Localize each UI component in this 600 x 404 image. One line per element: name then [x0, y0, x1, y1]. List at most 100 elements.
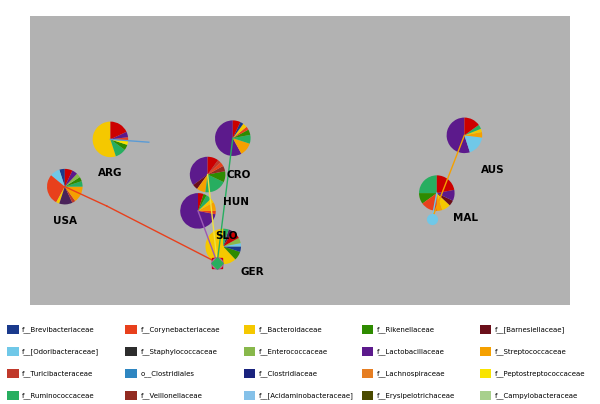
Bar: [480, 391, 491, 400]
Point: [212, 259, 222, 266]
Wedge shape: [223, 246, 241, 252]
Text: f__Streptococcaceae: f__Streptococcaceae: [495, 348, 567, 355]
Wedge shape: [205, 229, 235, 264]
Wedge shape: [110, 132, 128, 139]
Wedge shape: [437, 190, 455, 201]
Wedge shape: [59, 169, 65, 187]
Wedge shape: [223, 238, 241, 246]
Wedge shape: [223, 229, 229, 246]
Wedge shape: [208, 162, 223, 175]
Bar: [244, 368, 255, 378]
Text: f__Corynebacteriaceae: f__Corynebacteriaceae: [140, 326, 220, 333]
Wedge shape: [208, 160, 221, 175]
Bar: [362, 347, 373, 356]
Wedge shape: [215, 120, 241, 156]
Wedge shape: [65, 169, 73, 187]
Wedge shape: [198, 199, 214, 211]
Wedge shape: [464, 129, 482, 135]
Wedge shape: [419, 193, 437, 204]
Text: f__Clostridiaceae: f__Clostridiaceae: [259, 370, 317, 377]
Wedge shape: [198, 194, 206, 211]
Point: [212, 259, 222, 266]
Text: f__Lachnospiraceae: f__Lachnospiraceae: [377, 370, 445, 377]
Wedge shape: [223, 229, 233, 246]
Bar: [7, 325, 19, 334]
Wedge shape: [208, 166, 225, 175]
Text: AUS: AUS: [481, 165, 505, 175]
Wedge shape: [197, 175, 208, 192]
Bar: [362, 368, 373, 378]
Text: f__Enterococcaceae: f__Enterococcaceae: [259, 348, 328, 355]
Text: HUN: HUN: [223, 197, 250, 207]
Wedge shape: [464, 118, 479, 135]
Wedge shape: [180, 193, 215, 229]
Wedge shape: [233, 135, 251, 144]
Wedge shape: [223, 243, 241, 246]
Bar: [362, 391, 373, 400]
Bar: [7, 391, 19, 400]
Text: f__[Acidaminobacteraceae]: f__[Acidaminobacteraceae]: [259, 392, 353, 399]
Wedge shape: [446, 118, 470, 153]
Wedge shape: [233, 130, 250, 138]
Wedge shape: [65, 187, 83, 201]
Wedge shape: [437, 175, 454, 193]
Wedge shape: [190, 157, 208, 185]
Wedge shape: [92, 122, 116, 157]
Wedge shape: [223, 246, 240, 259]
Text: MAL: MAL: [453, 213, 478, 223]
Wedge shape: [437, 193, 453, 205]
Wedge shape: [110, 139, 125, 156]
Text: f__Peptostreptococcaceae: f__Peptostreptococcaceae: [495, 370, 586, 377]
Wedge shape: [233, 122, 243, 138]
Wedge shape: [464, 125, 481, 135]
Text: f__Lactobacillaceae: f__Lactobacillaceae: [377, 348, 445, 355]
Bar: [125, 391, 137, 400]
Text: f__Bacteroidaceae: f__Bacteroidaceae: [259, 326, 322, 333]
Wedge shape: [419, 175, 437, 193]
Wedge shape: [464, 135, 482, 152]
Text: f__Ruminococcaceae: f__Ruminococcaceae: [22, 392, 95, 399]
Wedge shape: [437, 193, 450, 210]
Wedge shape: [47, 175, 65, 202]
Wedge shape: [65, 174, 80, 187]
Text: SLO: SLO: [215, 231, 238, 241]
Text: USA: USA: [53, 216, 77, 226]
Wedge shape: [198, 211, 216, 214]
Wedge shape: [464, 132, 482, 138]
Bar: [362, 325, 373, 334]
Wedge shape: [110, 122, 127, 139]
Text: f__Rikenellaceae: f__Rikenellaceae: [377, 326, 435, 333]
Wedge shape: [198, 193, 203, 211]
Text: f__Staphylococcaceae: f__Staphylococcaceae: [140, 348, 217, 355]
Wedge shape: [110, 139, 128, 145]
Wedge shape: [233, 124, 247, 138]
Text: ARG: ARG: [98, 168, 122, 178]
Wedge shape: [233, 120, 241, 138]
Bar: [244, 391, 255, 400]
Text: f__Brevibacteriaceae: f__Brevibacteriaceae: [22, 326, 95, 333]
Text: f__Turicibacteraceae: f__Turicibacteraceae: [22, 370, 94, 377]
Wedge shape: [422, 193, 437, 211]
Wedge shape: [65, 187, 75, 203]
Text: f__[Barnesiellaceae]: f__[Barnesiellaceae]: [495, 326, 565, 333]
Text: CRO: CRO: [227, 170, 251, 180]
Bar: [7, 368, 19, 378]
Point: [212, 259, 222, 266]
Text: f__[Odoribacteraceae]: f__[Odoribacteraceae]: [22, 348, 100, 355]
Wedge shape: [110, 137, 128, 141]
Wedge shape: [51, 170, 65, 187]
Bar: [244, 325, 255, 334]
Wedge shape: [59, 187, 73, 204]
Wedge shape: [198, 202, 216, 211]
Bar: [7, 347, 19, 356]
Bar: [125, 325, 137, 334]
Text: f__Veillonellaceae: f__Veillonellaceae: [140, 392, 202, 399]
Point: [212, 259, 222, 266]
Bar: [125, 368, 137, 378]
Wedge shape: [193, 175, 208, 189]
Wedge shape: [65, 170, 77, 187]
Wedge shape: [208, 171, 226, 182]
Wedge shape: [198, 195, 211, 211]
Wedge shape: [233, 127, 248, 138]
Bar: [480, 368, 491, 378]
